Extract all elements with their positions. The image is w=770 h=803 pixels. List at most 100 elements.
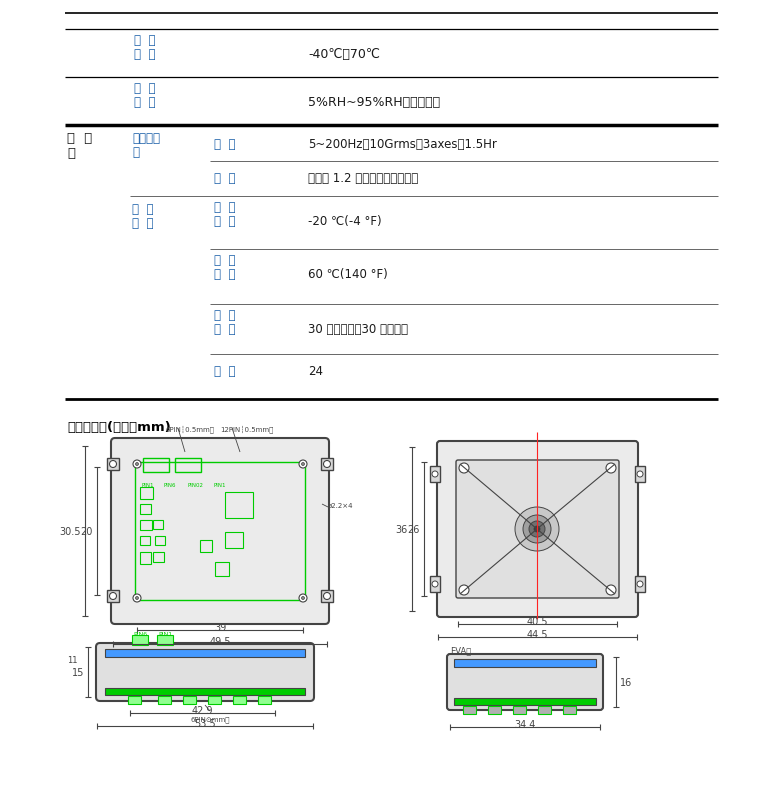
Text: 工  作: 工 作: [134, 82, 156, 95]
Bar: [538, 706, 551, 714]
Text: -20 ℃(-4 °F): -20 ℃(-4 °F): [308, 214, 382, 228]
Circle shape: [133, 460, 141, 468]
Circle shape: [302, 597, 304, 600]
Bar: [140, 520, 152, 530]
Bar: [155, 536, 165, 545]
Circle shape: [606, 463, 616, 474]
Text: 可承受 1.2 米跌落至水泥地面上: 可承受 1.2 米跌落至水泥地面上: [308, 172, 418, 185]
Bar: [175, 459, 201, 472]
Circle shape: [536, 528, 538, 531]
Bar: [140, 504, 151, 515]
Bar: [140, 536, 150, 545]
Text: 60 ℃(140 °F): 60 ℃(140 °F): [308, 267, 388, 281]
Bar: [225, 532, 243, 548]
Bar: [430, 577, 440, 593]
FancyBboxPatch shape: [111, 438, 329, 624]
Bar: [140, 487, 153, 499]
Circle shape: [109, 593, 116, 600]
Text: 30.5: 30.5: [59, 526, 81, 536]
Text: 温  度: 温 度: [214, 214, 236, 228]
Text: 39: 39: [214, 622, 226, 632]
Bar: [135, 463, 305, 601]
Text: 存  储: 存 储: [134, 34, 156, 47]
Text: 15: 15: [72, 667, 84, 677]
Circle shape: [534, 526, 540, 532]
Bar: [635, 467, 645, 483]
Text: 击: 击: [132, 146, 139, 159]
Bar: [107, 459, 119, 471]
Text: 次  数: 次 数: [214, 323, 236, 336]
Text: 16: 16: [620, 677, 632, 687]
Text: 性: 性: [67, 147, 75, 160]
Text: 6PIN┆0.5mm节: 6PIN┆0.5mm节: [165, 425, 214, 432]
Text: 24: 24: [308, 365, 323, 377]
Bar: [233, 696, 246, 704]
Bar: [153, 552, 164, 562]
Bar: [430, 467, 440, 483]
Text: ø2.2×4: ø2.2×4: [328, 503, 353, 508]
Text: 26: 26: [407, 524, 420, 534]
Bar: [153, 520, 163, 529]
Bar: [132, 635, 148, 645]
Circle shape: [459, 585, 469, 595]
Text: 30 分钟高温；30 分钟低温: 30 分钟高温；30 分钟低温: [308, 323, 408, 336]
Text: 6PIN⊙mm节: 6PIN⊙mm节: [190, 715, 229, 722]
Bar: [463, 706, 476, 714]
Circle shape: [515, 507, 559, 552]
Text: 34.4: 34.4: [514, 719, 536, 729]
Circle shape: [637, 471, 643, 478]
Bar: [200, 540, 212, 552]
Circle shape: [432, 581, 438, 587]
Bar: [635, 577, 645, 593]
Text: 最  高: 最 高: [214, 254, 236, 267]
Bar: [513, 706, 526, 714]
FancyBboxPatch shape: [447, 654, 603, 710]
Text: 20: 20: [81, 526, 93, 536]
Text: 40.5: 40.5: [527, 616, 548, 626]
Circle shape: [109, 461, 116, 468]
Circle shape: [136, 597, 139, 600]
Circle shape: [637, 581, 643, 587]
Bar: [128, 696, 141, 704]
Bar: [158, 696, 171, 704]
Text: 53.5: 53.5: [194, 718, 216, 728]
Circle shape: [323, 461, 330, 468]
Text: 湿  度: 湿 度: [134, 96, 156, 109]
Text: PIN6: PIN6: [163, 483, 176, 487]
Text: 49.5: 49.5: [209, 636, 231, 646]
Circle shape: [523, 516, 551, 544]
Text: 抗机械冲: 抗机械冲: [132, 132, 160, 145]
Bar: [454, 659, 596, 667]
Bar: [157, 635, 173, 645]
Circle shape: [606, 585, 616, 595]
Text: 44.5: 44.5: [527, 630, 548, 639]
Bar: [143, 459, 169, 472]
Text: 循  环: 循 环: [214, 308, 236, 321]
Bar: [208, 696, 221, 704]
Text: 12PIN┆0.5mm节: 12PIN┆0.5mm节: [220, 425, 273, 432]
Bar: [258, 696, 271, 704]
Text: PIN1: PIN1: [158, 631, 172, 636]
Circle shape: [133, 594, 141, 602]
Bar: [107, 590, 119, 602]
Text: PIN1: PIN1: [213, 483, 226, 487]
Text: 温  度: 温 度: [214, 267, 236, 281]
Circle shape: [136, 463, 139, 466]
Bar: [454, 698, 596, 705]
Circle shape: [323, 593, 330, 600]
FancyBboxPatch shape: [96, 643, 314, 701]
Circle shape: [459, 463, 469, 474]
Bar: [105, 688, 305, 695]
Text: 冲  击: 冲 击: [132, 217, 153, 230]
Bar: [321, 459, 333, 471]
Text: 可  靠: 可 靠: [67, 132, 92, 145]
Bar: [183, 696, 196, 704]
Text: 36: 36: [396, 524, 408, 534]
Bar: [225, 492, 253, 519]
Circle shape: [299, 460, 307, 468]
Bar: [215, 562, 229, 577]
Text: 5%RH~95%RH（不凝结）: 5%RH~95%RH（不凝结）: [308, 96, 440, 109]
Text: 跌  落: 跌 落: [214, 172, 236, 185]
Bar: [563, 706, 576, 714]
FancyBboxPatch shape: [437, 442, 638, 618]
